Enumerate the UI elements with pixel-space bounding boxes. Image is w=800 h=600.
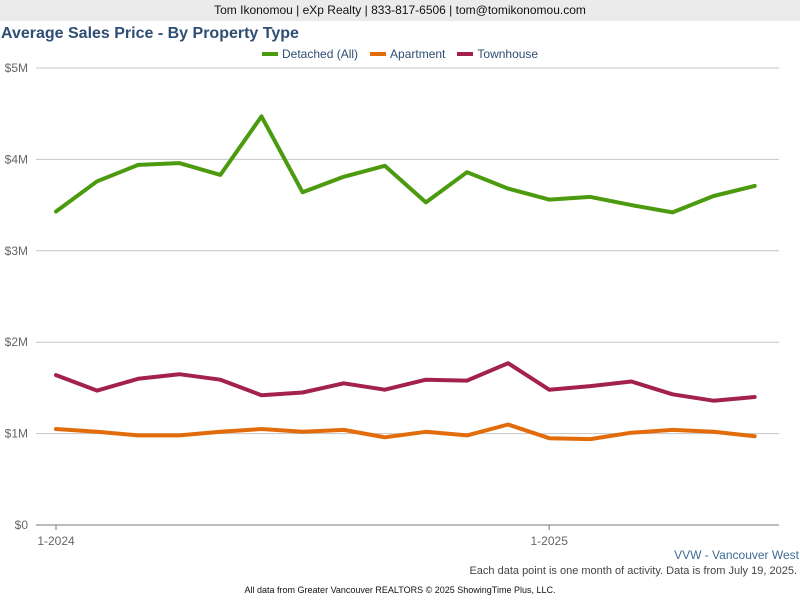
legend-label-detached: Detached (All) — [282, 47, 359, 61]
y-tick-label: $3M — [5, 244, 28, 258]
legend-item-detached: Detached (All) — [262, 47, 358, 61]
data-source: All data from Greater Vancouver REALTORS… — [244, 585, 556, 595]
y-tick-label: $5M — [5, 61, 28, 75]
region-label: VVW - Vancouver West — [674, 548, 799, 562]
agent-header-bar: Tom Ikonomou | eXp Realty | 833-817-6506… — [0, 0, 800, 21]
header-separator: | — [292, 3, 303, 17]
series-line-detached-all — [54, 114, 757, 215]
legend-swatch-detached — [262, 52, 278, 56]
y-tick-label: $2M — [5, 335, 28, 349]
agent-name: Tom Ikonomou — [214, 3, 293, 17]
header-separator: | — [445, 3, 456, 17]
series-line-townhouse — [54, 361, 757, 403]
chart-title: Average Sales Price - By Property Type — [1, 25, 299, 42]
phone-number: 833-817-6506 — [371, 3, 446, 17]
brokerage-name: eXp Realty — [302, 3, 362, 17]
chart-legend: Detached (All) Apartment Townhouse — [262, 45, 550, 63]
legend-item-townhouse: Townhouse — [457, 47, 538, 61]
header-separator: | — [361, 3, 372, 17]
x-tick-label: 1-2024 — [37, 534, 75, 548]
legend-label-townhouse: Townhouse — [477, 47, 539, 61]
data-note: Each data point is one month of activity… — [469, 565, 797, 577]
legend-item-apartment: Apartment — [370, 47, 445, 61]
y-tick-label: $0 — [15, 518, 29, 532]
legend-swatch-townhouse — [457, 52, 474, 56]
y-tick-label: $1M — [5, 427, 28, 441]
x-tick-label: 1-2025 — [531, 534, 569, 548]
legend-label-apartment: Apartment — [390, 47, 446, 61]
series-line-apartment — [54, 422, 757, 442]
legend-swatch-apartment — [370, 52, 387, 56]
email-address: tom@tomikonomou.com — [455, 3, 586, 17]
y-tick-label: $4M — [5, 152, 28, 166]
